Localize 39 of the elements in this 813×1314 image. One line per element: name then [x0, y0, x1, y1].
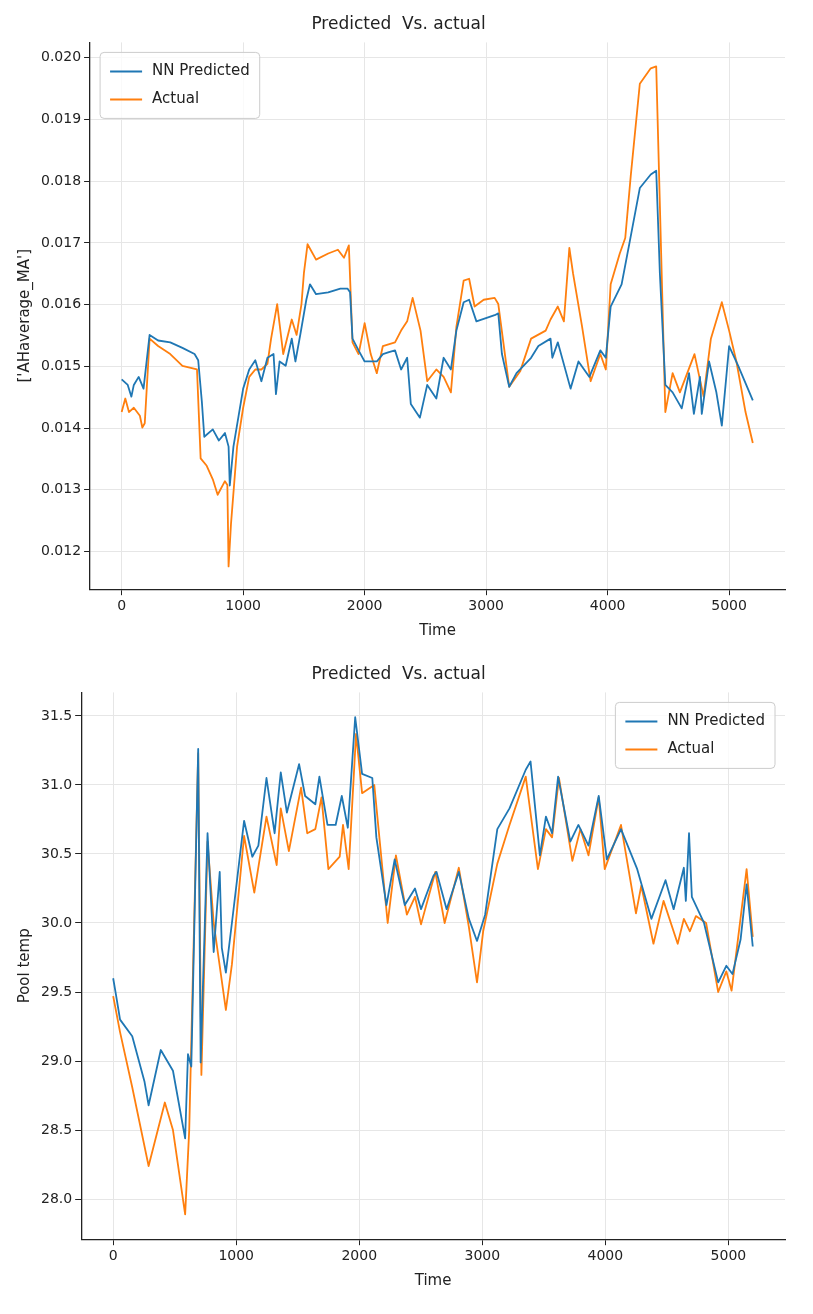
- y-axis-title: Pool temp: [14, 928, 33, 1004]
- y-tick-label: 31.0: [41, 775, 73, 792]
- legend-label: Actual: [152, 89, 200, 108]
- y-tick-label: 31.5: [41, 706, 73, 723]
- legend-label: NN Predicted: [667, 711, 765, 730]
- chart-title: Predicted Vs. actual: [311, 662, 486, 683]
- x-tick-label: 4000: [589, 597, 626, 614]
- x-tick-label: 2000: [341, 1247, 378, 1264]
- y-tick-label: 28.5: [41, 1120, 73, 1137]
- y-tick-label: 0.014: [40, 418, 82, 435]
- y-tick-label: 30.5: [41, 844, 73, 861]
- y-tick-label: 0.018: [40, 171, 82, 188]
- x-tick-label: 0: [117, 597, 127, 614]
- y-tick-label: 0.013: [40, 480, 82, 497]
- y-tick-label: 0.016: [40, 295, 82, 312]
- legend-label: NN Predicted: [152, 61, 250, 80]
- x-tick-label: 0: [108, 1247, 118, 1264]
- x-tick-label: 3000: [468, 597, 504, 614]
- chart-title: Predicted Vs. actual: [311, 12, 486, 33]
- x-tick-label: 2000: [346, 597, 383, 614]
- x-axis-title: Time: [413, 1270, 452, 1289]
- legend-label: Actual: [667, 739, 715, 758]
- x-tick-label: 1000: [225, 597, 261, 614]
- y-tick-label: 30.0: [41, 913, 73, 930]
- y-axis-title: ['AHaverage_MA']: [14, 249, 34, 383]
- y-tick-label: 0.015: [40, 357, 82, 374]
- y-tick-label: 0.012: [40, 542, 82, 559]
- y-tick-label: 0.020: [40, 48, 82, 65]
- x-tick-label: 5000: [710, 1247, 747, 1264]
- y-tick-label: 28.0: [41, 1189, 73, 1206]
- x-tick-label: 3000: [464, 1247, 501, 1264]
- x-axis-title: Time: [418, 620, 456, 639]
- y-tick-label: 0.019: [40, 110, 82, 127]
- y-tick-label: 29.0: [41, 1051, 73, 1068]
- y-tick-label: 29.5: [41, 982, 73, 999]
- y-tick-label: 0.017: [40, 233, 82, 250]
- x-tick-label: 1000: [218, 1247, 255, 1264]
- x-tick-label: 5000: [711, 597, 747, 614]
- x-tick-label: 4000: [587, 1247, 624, 1264]
